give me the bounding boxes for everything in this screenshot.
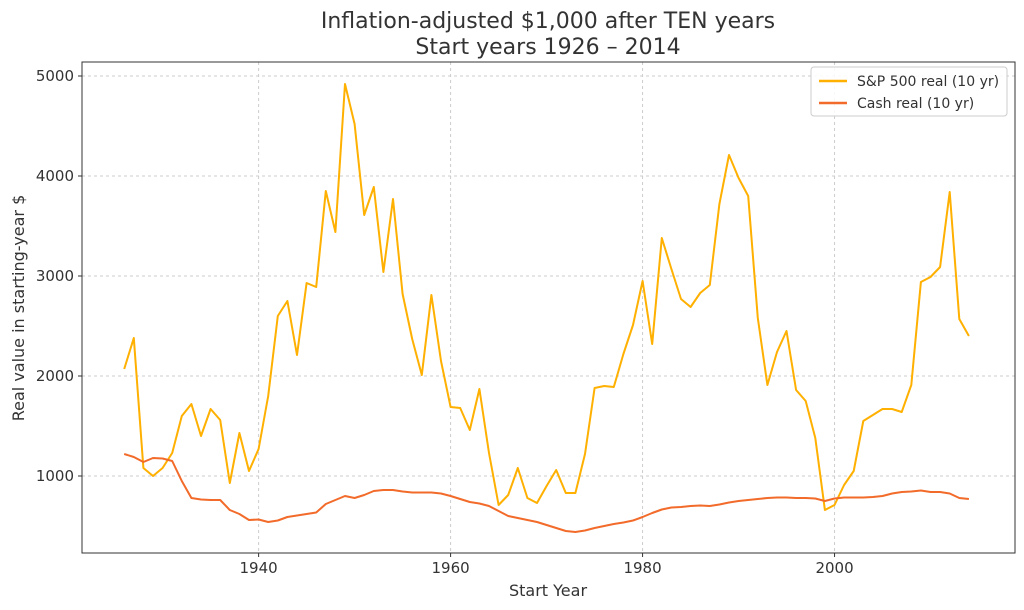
series-lines <box>123 83 970 533</box>
legend: S&P 500 real (10 yr) Cash real (10 yr) <box>810 66 1008 117</box>
y-tick-label: 1000 <box>36 467 74 485</box>
legend-label-sp500: S&P 500 real (10 yr) <box>857 74 999 90</box>
y-tick-label: 2000 <box>36 367 74 385</box>
x-tick-label: 1980 <box>623 559 661 577</box>
gridlines <box>82 62 1015 553</box>
x-tick-label: 2000 <box>815 559 853 577</box>
y-tick-label: 5000 <box>36 67 74 85</box>
chart-subtitle: Start years 1926 – 2014 <box>415 35 680 60</box>
x-tick-label: 1960 <box>431 559 469 577</box>
y-axis-label: Real value in starting-year $ <box>9 195 28 422</box>
sp500-line <box>123 83 970 511</box>
legend-label-cash: Cash real (10 yr) <box>857 96 974 112</box>
cash-line <box>123 453 970 533</box>
tick-labels: 1940 1960 1980 2000 1000 2000 3000 4000 5000 <box>36 67 854 577</box>
x-axis-label: Start Year <box>509 581 587 600</box>
x-tick-label: 1940 <box>240 559 278 577</box>
chart-title: Inflation-adjusted $1,000 after TEN year… <box>321 9 775 34</box>
legend-box <box>810 66 1008 117</box>
plot-frame <box>81 61 1016 554</box>
y-tick-label: 3000 <box>36 267 74 285</box>
y-tick-label: 4000 <box>36 167 74 185</box>
